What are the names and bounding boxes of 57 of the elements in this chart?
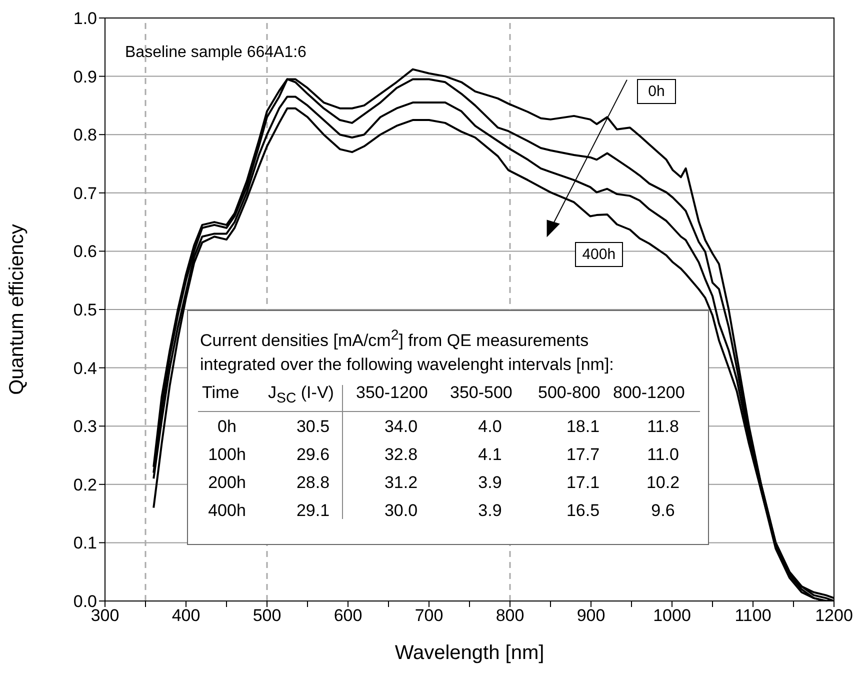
annotation: 400h	[582, 246, 616, 264]
annotation: Current densities [mA/cm$^{2}$] from QE measurements	[200, 327, 589, 350]
annotation: 31.2	[384, 473, 418, 492]
x-axis-title: Wavelength [nm]	[394, 642, 544, 664]
x-tick-label: 600	[334, 606, 362, 626]
annotation: 800-1200	[613, 383, 685, 402]
annotation: 3.9	[478, 501, 502, 520]
annotation: integrated over the following wavelenght intervals [nm]:	[200, 354, 614, 374]
x-tick-label: 800	[496, 606, 524, 626]
x-tick-label: 300	[90, 606, 120, 626]
y-axis-title: Quantum efficiency	[6, 224, 28, 395]
y-tick-label: 0.7	[73, 184, 97, 203]
annotation: 3.9	[478, 473, 502, 492]
annotation: 400h	[208, 501, 246, 520]
annotation: 350-500	[450, 383, 512, 402]
annotation: 500-800	[538, 383, 600, 402]
y-tick-label: 0.8	[73, 126, 97, 145]
annotation: 11.8	[647, 417, 679, 436]
annotation: 0h	[648, 83, 665, 100]
y-tick-label: 0.6	[73, 242, 97, 262]
annotation: 0h	[218, 417, 236, 436]
annotation: 30.0	[384, 501, 418, 520]
y-tick-label: 0.5	[73, 300, 97, 320]
x-tick-label: 1200	[815, 606, 853, 626]
annotation: 100h	[208, 445, 246, 464]
annotation: 11.0	[647, 445, 679, 464]
annotation: 200h	[208, 473, 246, 492]
y-tick-label: 0.9	[73, 67, 97, 86]
annotation: Time	[202, 383, 240, 402]
y-tick-label: 0.1	[73, 534, 97, 553]
annotation: 34.0	[384, 417, 418, 436]
y-tick-label: 1.0	[73, 9, 97, 28]
annotation: 32.8	[384, 445, 418, 464]
annotation: 9.6	[651, 501, 675, 520]
annotation: 350-1200	[356, 383, 428, 402]
x-tick-label: 1100	[734, 606, 772, 626]
annotation: 29.6	[296, 445, 330, 464]
y-tick-label: 0.4	[73, 358, 97, 378]
annotation: 10.2	[646, 473, 680, 492]
annotation: Baseline sample 664A1:6	[125, 44, 306, 61]
annotation: 16.5	[566, 501, 600, 520]
annotation: 4.1	[478, 445, 502, 464]
annotation: J$_{SC}$ (I-V)	[268, 383, 334, 406]
annotation: 30.5	[296, 417, 330, 436]
annotation: 18.1	[566, 417, 600, 436]
x-tick-label: 900	[576, 606, 606, 626]
y-tick-label: 0.3	[73, 417, 97, 436]
annotation: 28.8	[296, 473, 330, 492]
y-tick-label: 0.2	[73, 475, 97, 494]
annotation: 29.1	[296, 501, 330, 520]
annotation: 17.1	[566, 473, 600, 492]
annotation: 17.7	[566, 445, 600, 464]
x-tick-label: 500	[252, 606, 282, 626]
x-tick-label: 1000	[653, 606, 691, 626]
x-tick-label: 400	[172, 606, 200, 626]
annotation: 4.0	[478, 417, 502, 436]
x-tick-label: 700	[414, 606, 444, 626]
